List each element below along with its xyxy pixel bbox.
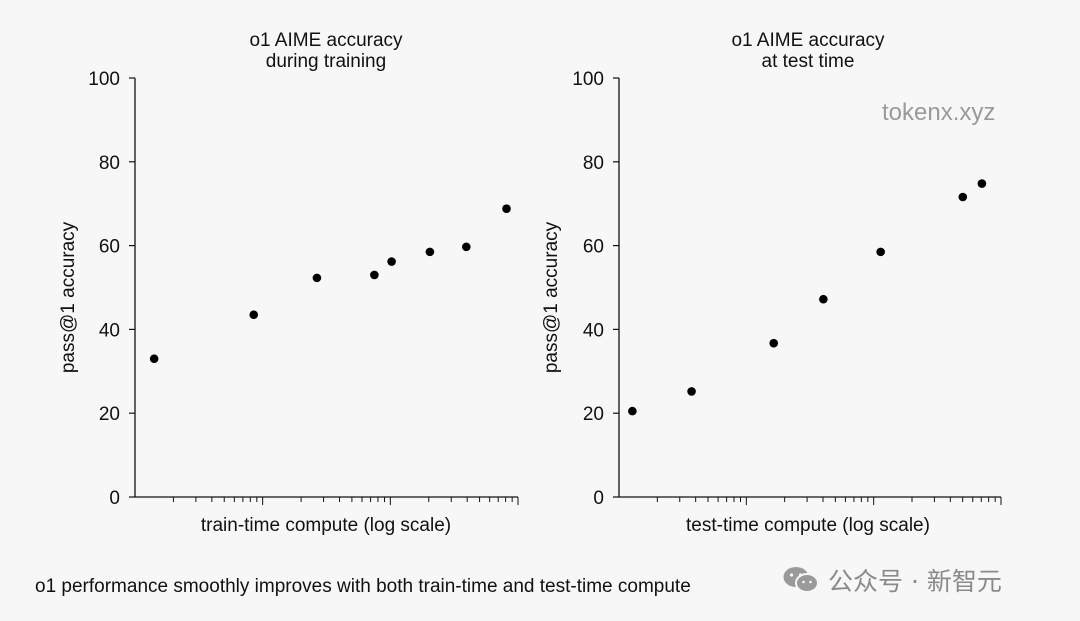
watermark-text: tokenx.xyz [882,99,996,126]
y-tick-label: 0 [593,488,604,509]
data-point [149,354,159,364]
data-point [461,242,471,252]
data-point [687,387,696,396]
wechat-badge: 公众号 · 新智元 [782,562,1002,598]
y-tick-label: 0 [109,488,120,509]
y-tick-label: 60 [99,237,120,258]
data-point [425,247,435,257]
chart-title-line: o1 AIME accuracy [731,30,885,51]
data-point [769,338,779,348]
data-point [312,273,322,283]
data-point [977,179,987,188]
data-point [819,294,828,304]
data-point [502,204,511,214]
y-tick-label: 40 [583,320,604,341]
y-axis-label: pass@1 accuracy [58,221,79,373]
x-axis-label: train-time compute (log scale) [201,515,451,536]
y-tick-label: 20 [99,404,120,425]
data-point [628,406,637,416]
chart-title-line: o1 AIME accuracy [249,30,403,51]
y-tick-label: 20 [583,404,604,425]
data-point [876,247,885,257]
y-tick-label: 40 [99,320,120,341]
data-point [370,270,379,280]
x-axis-label: test-time compute (log scale) [686,515,930,536]
chart-title-line: at test time [762,51,855,72]
data-point [387,257,396,266]
y-tick-label: 80 [583,153,604,174]
y-tick-label: 60 [583,237,604,258]
data-point [249,310,259,320]
chart-title-line: during training [266,51,386,72]
y-tick-label: 80 [99,153,120,174]
y-axis-label: pass@1 accuracy [541,221,562,373]
wechat-icon [783,567,819,593]
data-point [958,192,968,202]
y-tick-label: 100 [572,69,604,90]
wechat-account-label: 公众号 · 新智元 [828,567,1002,596]
y-tick-label: 100 [88,69,120,90]
figure-caption: o1 performance smoothly improves with bo… [35,576,691,597]
